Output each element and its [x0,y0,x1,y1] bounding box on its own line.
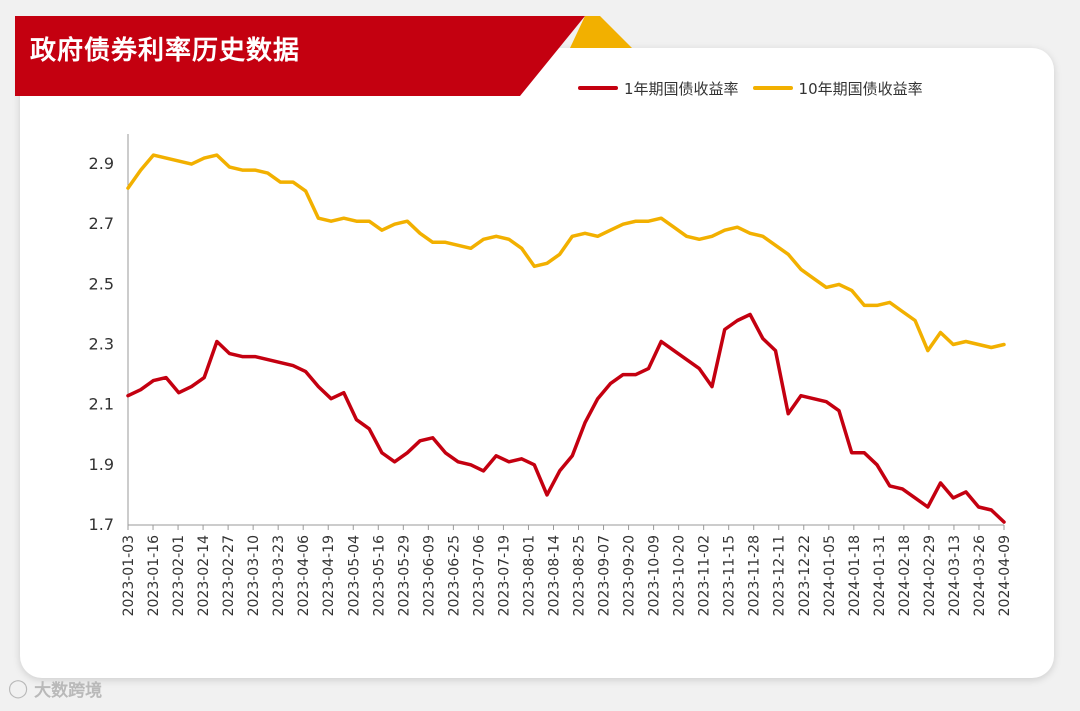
banner-accent [570,16,632,48]
x-tick-label: 2023-03-10 [246,535,262,616]
x-tick-label: 2023-08-14 [546,535,562,616]
x-tick-label: 2023-10-20 [672,535,688,616]
x-tick-label: 2023-02-14 [196,535,212,616]
axes: 1.7 1.9 2.1 2.3 2.5 2.7 2.9 2023-01-03 2023-01-1… [89,134,1013,616]
page-title: 政府债券利率历史数据 [30,36,301,66]
x-tick-label: 2024-04-09 [997,535,1013,616]
y-tick-label: 2.3 [89,335,114,354]
x-tick-label: 2023-06-09 [421,535,437,616]
y-tick-label: 2.9 [89,154,114,173]
x-tick-label: 2023-03-23 [271,535,287,616]
x-tick-label: 2023-05-29 [396,535,412,616]
x-tick-label: 2023-02-01 [171,535,187,616]
x-tick-label: 2023-01-03 [121,535,137,616]
legend-item-10y: 10年期国债收益率 [752,78,923,99]
x-tick-label: 2023-05-16 [371,535,387,616]
x-tick-label: 2023-07-19 [496,535,512,616]
x-tick-label: 2023-09-20 [622,535,638,616]
x-tick-label: 2023-10-09 [647,535,663,616]
x-tick-label: 2023-09-07 [597,535,613,616]
chart-legend: 1年期国债收益率 10年期国债收益率 [578,76,937,100]
series-lines [126,153,1006,524]
x-tick-label: 2024-01-31 [872,535,888,616]
x-tick-label: 2023-12-22 [797,535,813,616]
x-tick-label: 2024-01-18 [847,535,863,616]
x-tick-label: 2023-06-25 [446,535,462,616]
x-tick-label: 2024-03-13 [947,535,963,616]
series-line-1y [126,312,1006,524]
x-tick-label: 2023-04-06 [296,535,312,616]
x-tick-label: 2023-01-16 [146,535,162,616]
y-tick-label: 2.7 [89,214,114,233]
title-banner [15,16,632,96]
legend-label-10y: 10年期国债收益率 [798,79,923,98]
watermark: ◯ 大数跨境 [8,676,102,701]
banner-shape [15,16,585,96]
x-tick-label: 2023-12-11 [772,535,788,616]
x-tick-label: 2023-11-28 [747,535,763,616]
legend-item-1y: 1年期国债收益率 [578,78,739,99]
legend-swatch-1y [578,86,618,90]
x-tick-label: 2023-07-06 [471,535,487,616]
logo-icon: ◯ [8,678,29,699]
x-tick-label: 2023-08-25 [572,535,588,616]
legend-label-1y: 1年期国债收益率 [624,79,739,98]
y-tick-label: 2.5 [89,274,114,293]
x-tick-label: 2024-01-05 [822,535,838,616]
y-tick-label: 1.7 [89,515,114,534]
chart-card [20,48,1054,678]
x-tick-label: 2023-04-19 [321,535,337,616]
x-tick-label: 2024-02-18 [897,535,913,616]
x-tick-label: 2023-11-02 [697,535,713,616]
x-tick-label: 2023-02-27 [221,535,237,616]
y-tick-label: 2.1 [89,395,114,414]
y-tick-label: 1.9 [89,455,114,474]
legend-swatch-10y [752,86,793,90]
x-tick-label: 2024-03-26 [972,535,988,616]
x-tick-label: 2023-11-15 [722,535,738,616]
series-line-10y [126,153,1006,353]
x-tick-label: 2023-05-04 [346,535,362,616]
x-tick-label: 2023-08-01 [521,535,537,616]
watermark-text: 大数跨境 [34,681,103,701]
x-tick-label: 2024-02-29 [922,535,938,616]
